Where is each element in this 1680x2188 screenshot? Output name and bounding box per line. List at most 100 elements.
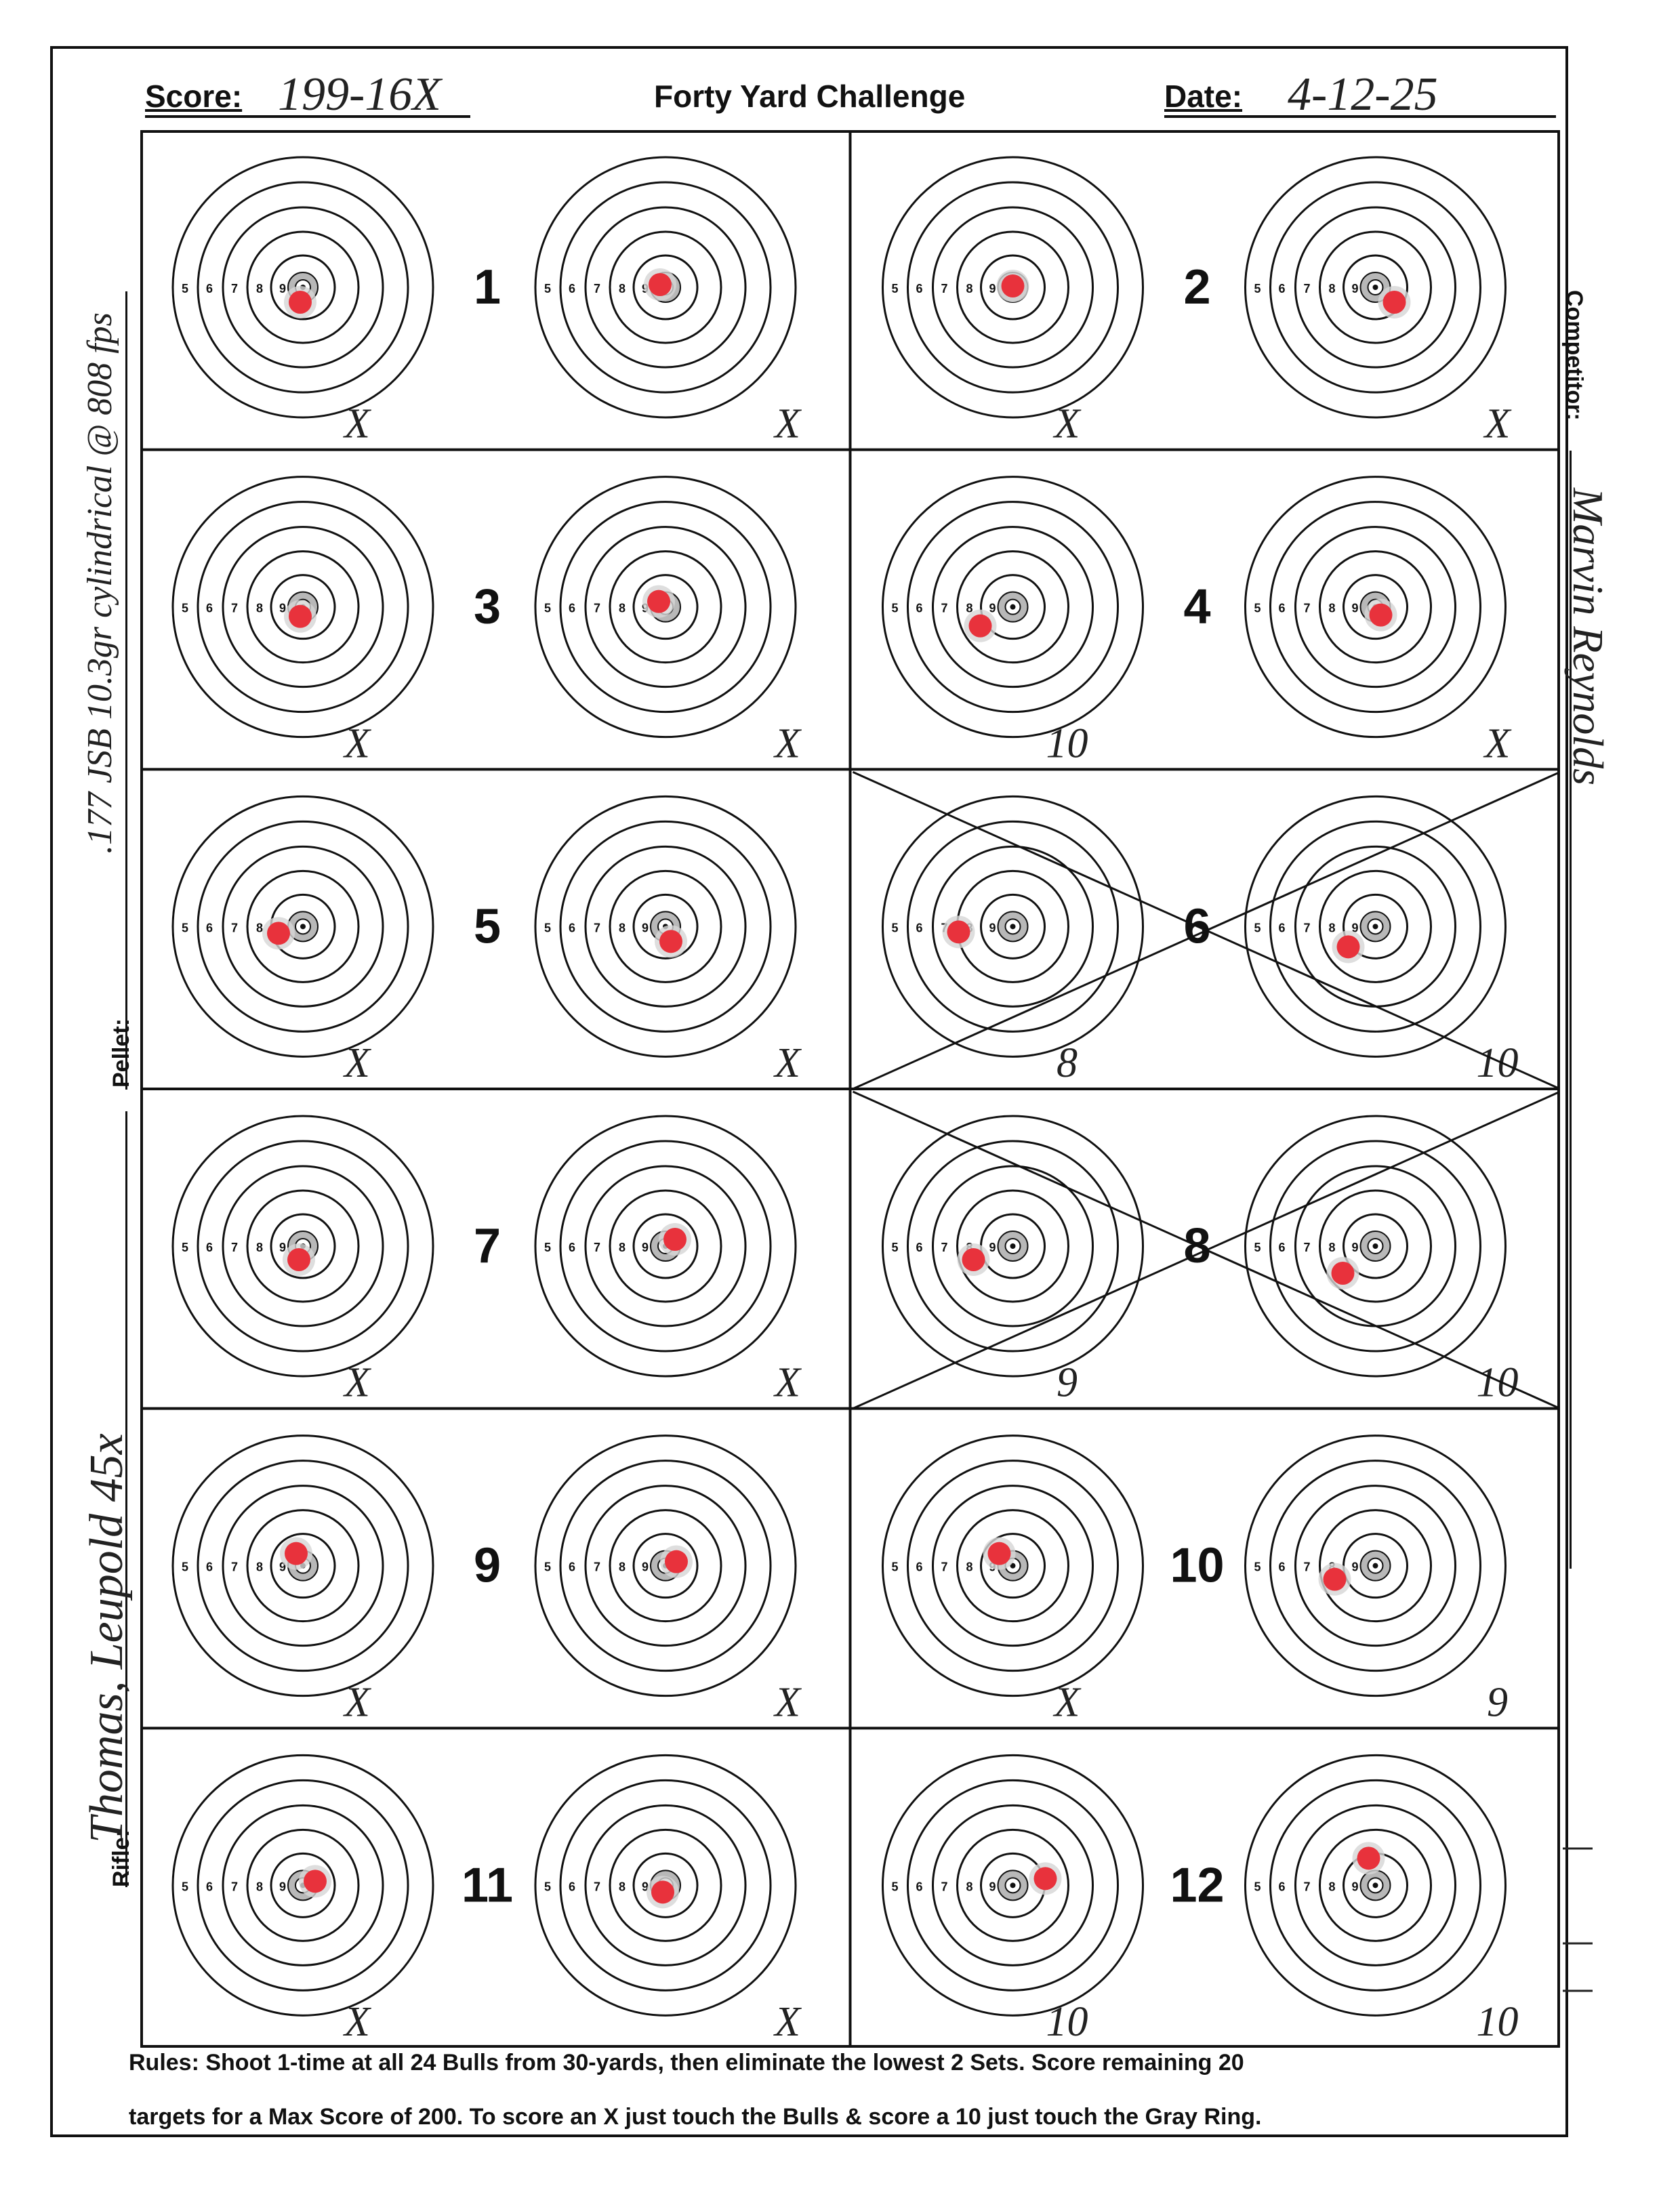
target-ring [246, 1828, 360, 1942]
target-ring [197, 181, 409, 394]
target-ring [882, 1115, 1144, 1378]
pellet-hole [1357, 1846, 1380, 1870]
target-ring [907, 501, 1119, 714]
target-ring [609, 1189, 722, 1303]
handwritten-score: X [342, 1360, 371, 1406]
target-ring [907, 1140, 1119, 1353]
target-center-dot [1372, 1563, 1378, 1569]
ring-number-label: 8 [256, 602, 263, 615]
ring-number-label: 5 [1254, 921, 1261, 934]
pellet-value: .177 JSB 10.3gr cylindrical @ 808 fps [81, 312, 119, 854]
ring-number-label: 8 [1328, 282, 1335, 295]
ring-number-label: 6 [569, 921, 575, 934]
target-ring [882, 476, 1144, 739]
ring-number-label: 7 [941, 1561, 947, 1574]
target-ring [609, 550, 722, 664]
target-ring [1269, 820, 1481, 1033]
target-ring [956, 230, 1069, 344]
ring-number-label: 9 [279, 282, 286, 295]
target-ring [171, 156, 434, 419]
target-center-dot [1010, 1563, 1016, 1569]
target-ring [956, 1828, 1069, 1942]
set-number: 3 [474, 580, 501, 634]
target-ring [1319, 230, 1432, 344]
ring-number-label: 5 [891, 1561, 898, 1574]
ring-number-label: 8 [966, 282, 972, 295]
target-ring [1269, 1140, 1481, 1353]
target-ring [584, 526, 747, 688]
target-center-dot [1372, 1882, 1378, 1888]
target-ring [932, 206, 1094, 369]
handwritten-score: X [342, 1040, 371, 1086]
target-ring [559, 1460, 772, 1672]
target-ring [222, 206, 384, 369]
ring-number-label: 6 [916, 282, 922, 295]
ring-number-label: 9 [642, 921, 649, 934]
ring-number-label: 5 [544, 921, 551, 934]
ring-number-label: 7 [594, 1880, 600, 1893]
target-ring [907, 1779, 1119, 1991]
ring-number-label: 6 [206, 921, 213, 934]
ring-number-label: 9 [279, 602, 286, 615]
target-ring [197, 820, 409, 1033]
set-number: 11 [462, 1858, 513, 1912]
target-ring [907, 1460, 1119, 1672]
handwritten-score: 10 [1046, 720, 1088, 766]
handwritten-score: 10 [1477, 1999, 1519, 2045]
pellet-hole [285, 1542, 308, 1565]
target-ring [609, 1828, 722, 1942]
ring-number-label: 8 [256, 921, 263, 934]
ring-number-label: 8 [619, 1561, 626, 1574]
handwritten-score: 9 [1057, 1360, 1078, 1406]
ring-number-label: 6 [916, 1880, 922, 1893]
pellet-hole [1336, 935, 1360, 959]
pellet-hole [962, 1248, 985, 1271]
ring-number-label: 5 [891, 602, 898, 615]
target-ring [1269, 1779, 1481, 1991]
target-ring [534, 1434, 797, 1697]
target-ring [222, 1485, 384, 1647]
target-ring [171, 476, 434, 739]
ring-number-label: 6 [1278, 602, 1285, 615]
ring-number-label: 7 [594, 282, 600, 295]
ring-number-label: 9 [989, 921, 996, 934]
ring-number-label: 9 [1351, 1561, 1358, 1574]
target-ring [197, 501, 409, 714]
target-ring [559, 1140, 772, 1353]
ring-number-label: 9 [1351, 282, 1358, 295]
rifle-value: Thomas, Leupold 45x [81, 1433, 133, 1843]
target-ring [632, 893, 699, 959]
ring-number-label: 9 [989, 602, 996, 615]
target-ring [1244, 156, 1507, 419]
ring-number-label: 9 [989, 1880, 996, 1893]
target-ring [956, 1189, 1069, 1303]
handwritten-score: X [342, 401, 371, 447]
target-ring [632, 254, 699, 321]
ring-number-label: 8 [256, 282, 263, 295]
ring-number-label: 5 [1254, 1880, 1261, 1893]
handwritten-score: X [1052, 1679, 1082, 1725]
target-ring [1269, 181, 1481, 394]
ring-number-label: 5 [891, 282, 898, 295]
target-ring [559, 181, 772, 394]
sheet-border [50, 46, 1568, 2137]
target-center-dot [1372, 1243, 1378, 1249]
target-ring [632, 574, 699, 640]
target-grid: 5 6 7 8 9 X 5 6 7 8 9 X 1 5 6 7 8 9 X 5 6 7 8 9 X 2 5 6 7 8 9 X 5 6 7 8 9 X 3 5… [140, 130, 1560, 2048]
ring-number-label: 7 [1303, 602, 1310, 615]
handwritten-score: X [1052, 401, 1082, 447]
ring-number-label: 8 [1328, 602, 1335, 615]
target-ring [270, 254, 336, 321]
target-ring [932, 526, 1094, 688]
handwritten-score: X [773, 401, 802, 447]
target-ring [882, 156, 1144, 419]
ring-number-label: 9 [989, 282, 996, 295]
ring-number-label: 5 [544, 602, 551, 615]
target-ring [980, 574, 1046, 640]
target-ring [932, 1165, 1094, 1327]
target-ring [270, 1213, 336, 1279]
target-ring [197, 1460, 409, 1672]
ring-number-label: 7 [1303, 921, 1310, 934]
set-number: 10 [1170, 1539, 1224, 1593]
ring-number-label: 5 [182, 602, 188, 615]
